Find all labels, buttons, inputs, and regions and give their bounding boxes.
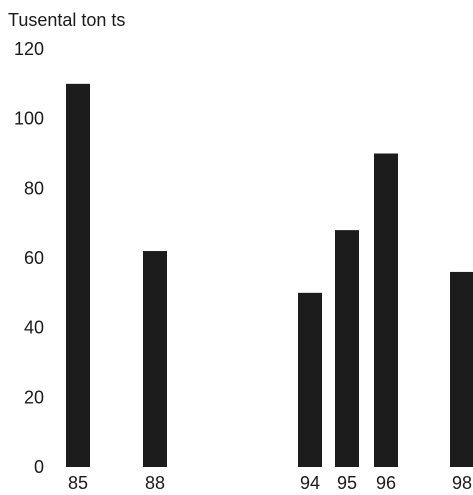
y-tick-label: 60 (24, 248, 44, 268)
bars (66, 83, 473, 467)
x-tick-labels: 85 88 94 95 96 98 (68, 473, 472, 493)
y-tick-labels: 0 20 40 60 80 100 120 (14, 39, 44, 477)
y-axis-label: Tusental ton ts (8, 10, 125, 30)
y-tick-label: 100 (14, 109, 44, 129)
x-tick-label: 96 (376, 473, 396, 493)
x-tick-label: 95 (337, 473, 357, 493)
x-tick-label: 98 (452, 473, 472, 493)
y-tick-label: 40 (24, 318, 44, 338)
bar-98 (450, 271, 473, 467)
bar-94 (298, 292, 322, 467)
y-tick-label: 120 (14, 39, 44, 59)
x-tick-label: 94 (300, 473, 320, 493)
y-tick-label: 0 (34, 457, 44, 477)
bar-96 (374, 153, 398, 467)
x-tick-label: 85 (68, 473, 88, 493)
y-tick-label: 80 (24, 178, 44, 198)
x-tick-label: 88 (145, 473, 165, 493)
y-tick-label: 20 (24, 387, 44, 407)
bar-88 (143, 251, 167, 467)
bar-85 (66, 83, 90, 467)
bar-95 (335, 230, 359, 467)
